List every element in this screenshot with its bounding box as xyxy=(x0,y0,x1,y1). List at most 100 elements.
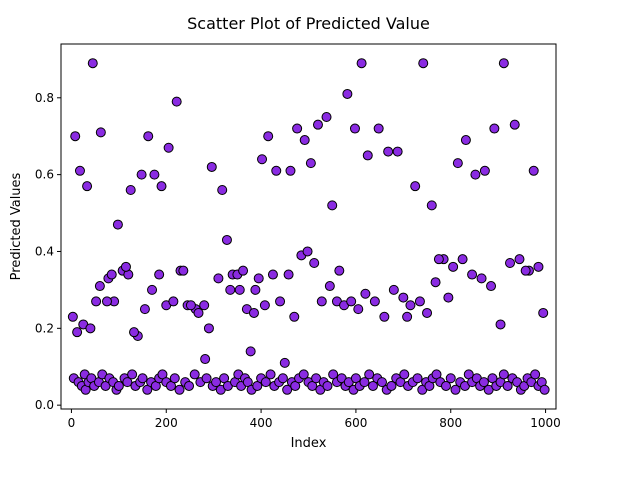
data-point xyxy=(257,154,268,165)
data-point xyxy=(479,165,490,176)
data-point xyxy=(422,307,433,318)
data-point xyxy=(74,165,85,176)
data-point xyxy=(206,161,217,172)
y-axis-label: Predicted Values xyxy=(9,172,24,280)
data-point xyxy=(414,296,425,307)
data-point xyxy=(402,311,413,322)
data-point xyxy=(282,384,293,395)
data-point xyxy=(383,146,394,157)
data-point xyxy=(260,377,271,388)
data-point xyxy=(430,277,441,288)
data-point xyxy=(263,131,274,142)
y-tick-label: 0.6 xyxy=(35,168,54,182)
plot-frame xyxy=(60,43,557,410)
data-point xyxy=(514,254,525,265)
data-point xyxy=(94,281,105,292)
y-tick-label: 0.8 xyxy=(35,91,54,105)
data-point xyxy=(156,181,167,192)
data-point xyxy=(460,135,471,146)
data-point xyxy=(87,58,98,69)
data-point xyxy=(217,185,228,195)
data-point xyxy=(248,307,259,318)
data-point xyxy=(367,380,378,391)
data-point xyxy=(171,96,182,107)
data-point xyxy=(265,369,276,380)
y-tick-label: 0.0 xyxy=(35,398,54,412)
data-point xyxy=(169,373,180,384)
data-point xyxy=(174,384,185,395)
data-point xyxy=(199,300,210,311)
data-point xyxy=(498,58,509,69)
data-point xyxy=(163,142,174,153)
data-point xyxy=(346,296,357,307)
data-point xyxy=(125,185,136,195)
data-point xyxy=(250,284,261,295)
data-point xyxy=(321,112,332,122)
data-point xyxy=(154,269,165,280)
data-point xyxy=(72,327,83,338)
data-point xyxy=(356,58,367,69)
data-point xyxy=(327,200,338,211)
data-point xyxy=(539,384,550,395)
data-point xyxy=(360,288,371,299)
data-point xyxy=(299,135,310,146)
data-point xyxy=(457,254,468,265)
data-point xyxy=(147,284,158,295)
data-point xyxy=(495,319,506,330)
data-point xyxy=(398,292,409,303)
data-point xyxy=(362,150,373,161)
data-point xyxy=(189,369,200,380)
data-point xyxy=(399,369,410,380)
data-point xyxy=(418,58,429,69)
data-point xyxy=(530,369,541,380)
data-point xyxy=(305,158,316,169)
data-point xyxy=(234,284,245,295)
data-point xyxy=(376,377,387,388)
data-point xyxy=(486,281,497,292)
data-point xyxy=(211,377,222,388)
data-point xyxy=(309,258,320,268)
data-point xyxy=(302,246,313,257)
data-point xyxy=(448,261,459,272)
data-point xyxy=(221,234,232,245)
data-point xyxy=(470,169,481,180)
data-point xyxy=(426,200,437,211)
data-point xyxy=(185,300,196,311)
data-point xyxy=(85,323,96,334)
data-point xyxy=(289,311,300,322)
data-point xyxy=(101,296,112,307)
data-point xyxy=(275,296,286,307)
data-point xyxy=(292,123,303,134)
data-point xyxy=(509,119,520,130)
data-point xyxy=(168,296,179,307)
data-point xyxy=(137,373,148,384)
data-point xyxy=(82,181,93,192)
data-point xyxy=(388,284,399,295)
data-point xyxy=(364,369,375,380)
data-point xyxy=(467,269,478,280)
data-point xyxy=(533,261,544,272)
data-point xyxy=(353,304,364,315)
data-point xyxy=(106,269,117,280)
data-point xyxy=(443,292,454,303)
data-point xyxy=(312,119,323,130)
y-tick-label: 0.4 xyxy=(35,244,54,258)
data-point xyxy=(441,380,451,391)
data-point xyxy=(405,300,416,311)
data-point xyxy=(277,373,288,384)
data-point xyxy=(136,169,147,180)
data-point xyxy=(129,327,140,338)
data-point xyxy=(213,273,224,284)
data-point xyxy=(91,296,102,307)
data-point xyxy=(369,296,380,307)
data-point xyxy=(127,369,138,380)
data-point xyxy=(95,127,106,138)
data-point xyxy=(528,165,539,176)
x-tick-label: 400 xyxy=(250,416,273,430)
data-point xyxy=(112,219,123,230)
data-point xyxy=(279,357,290,368)
data-point xyxy=(143,131,154,142)
data-point xyxy=(259,300,270,311)
data-point xyxy=(203,323,214,334)
chart-title: Scatter Plot of Predicted Value xyxy=(187,14,430,33)
